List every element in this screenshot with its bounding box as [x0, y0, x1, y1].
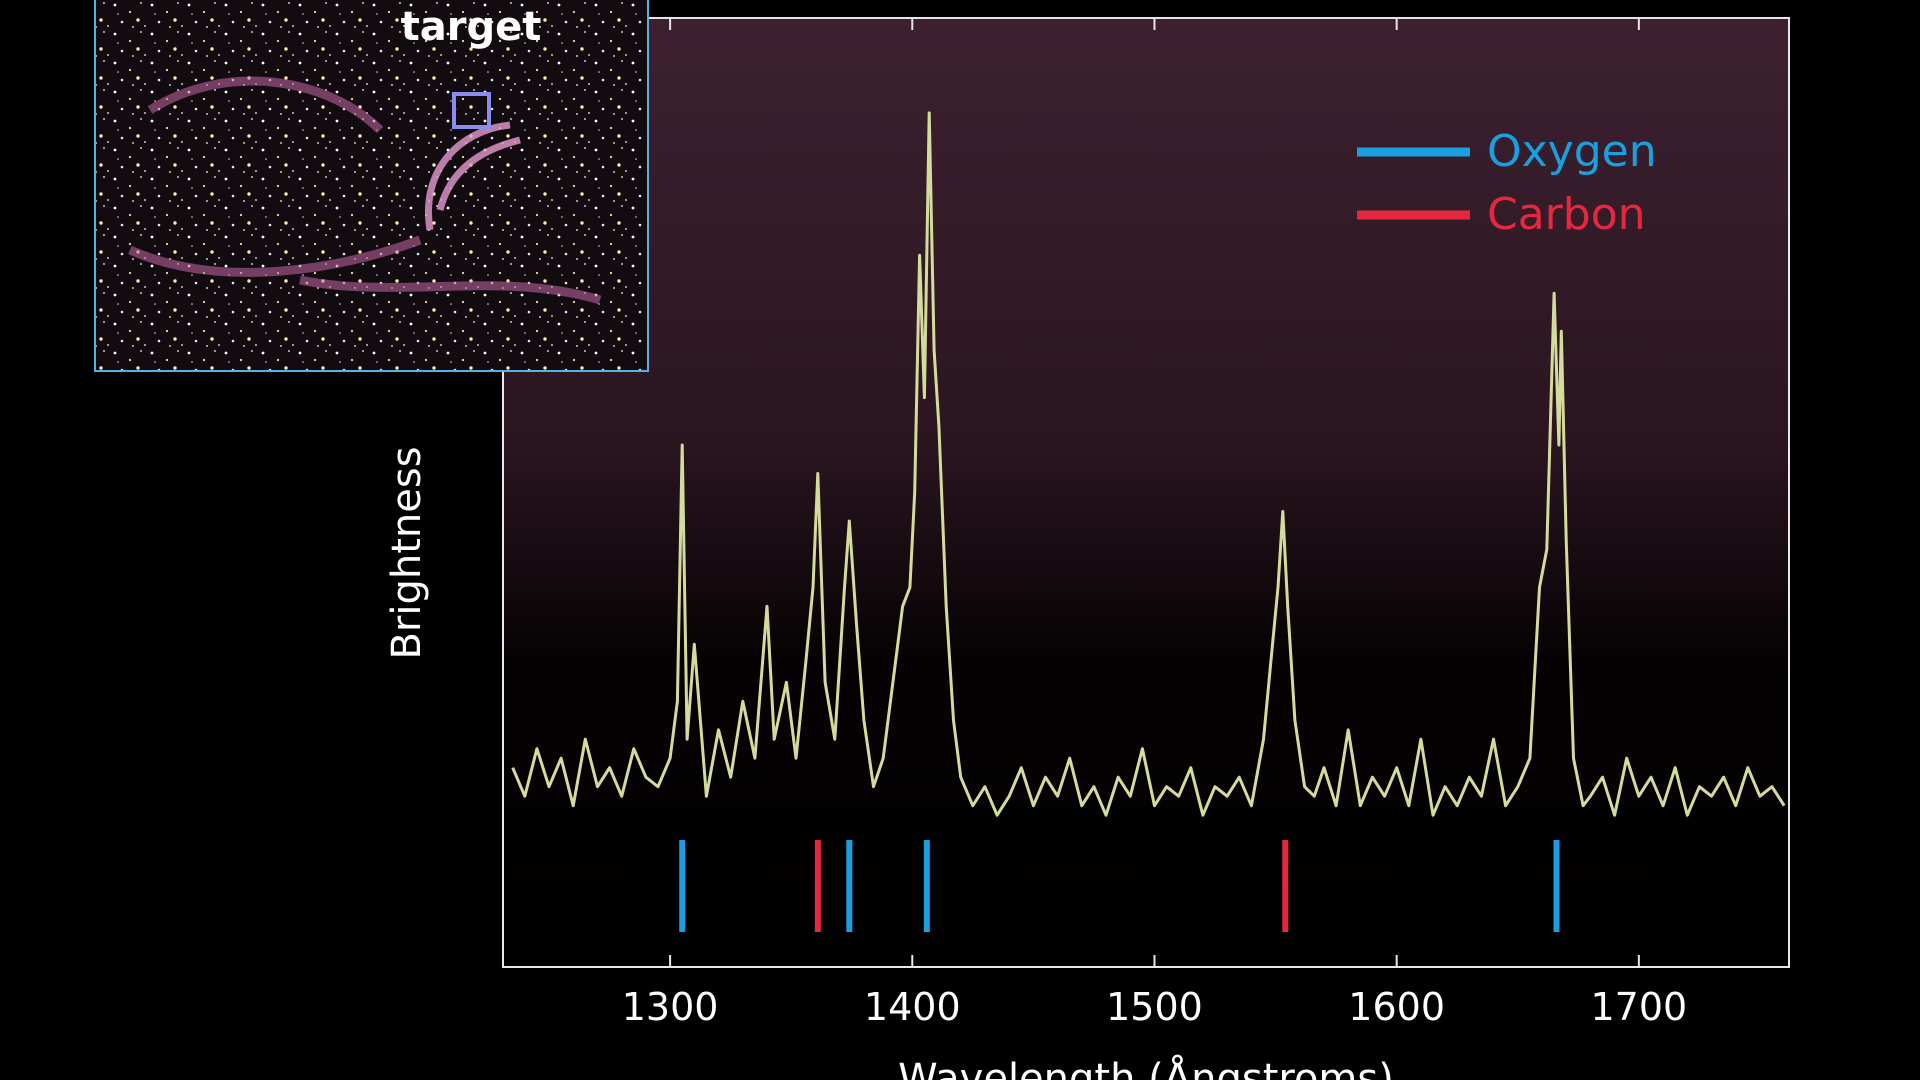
legend-label: Carbon	[1487, 189, 1646, 240]
star-field	[94, 0, 649, 372]
plot: 1300 1400 1500 1600 1700 Oxygen Carbon	[511, 18, 1786, 1029]
plot-area	[502, 17, 1790, 968]
inset-label: target	[401, 4, 542, 50]
inset-border	[94, 0, 649, 372]
x-tick-label: 1400	[864, 985, 961, 1029]
legend-label: Oxygen	[1487, 126, 1657, 177]
x-axis-label: Wavelength (Ångstroms)	[898, 1054, 1394, 1080]
x-tick-label: 1300	[622, 985, 719, 1029]
spectrum-line	[511, 111, 1786, 817]
inset-image: target	[94, 0, 649, 372]
x-tick-label: 1500	[1106, 985, 1203, 1029]
nebula-arc	[425, 121, 521, 231]
target-box	[452, 92, 491, 129]
y-axis-label: Brightness	[384, 446, 430, 659]
nebula	[128, 76, 602, 305]
x-tick-label: 1600	[1348, 985, 1445, 1029]
x-tick-label: 1700	[1590, 985, 1687, 1029]
